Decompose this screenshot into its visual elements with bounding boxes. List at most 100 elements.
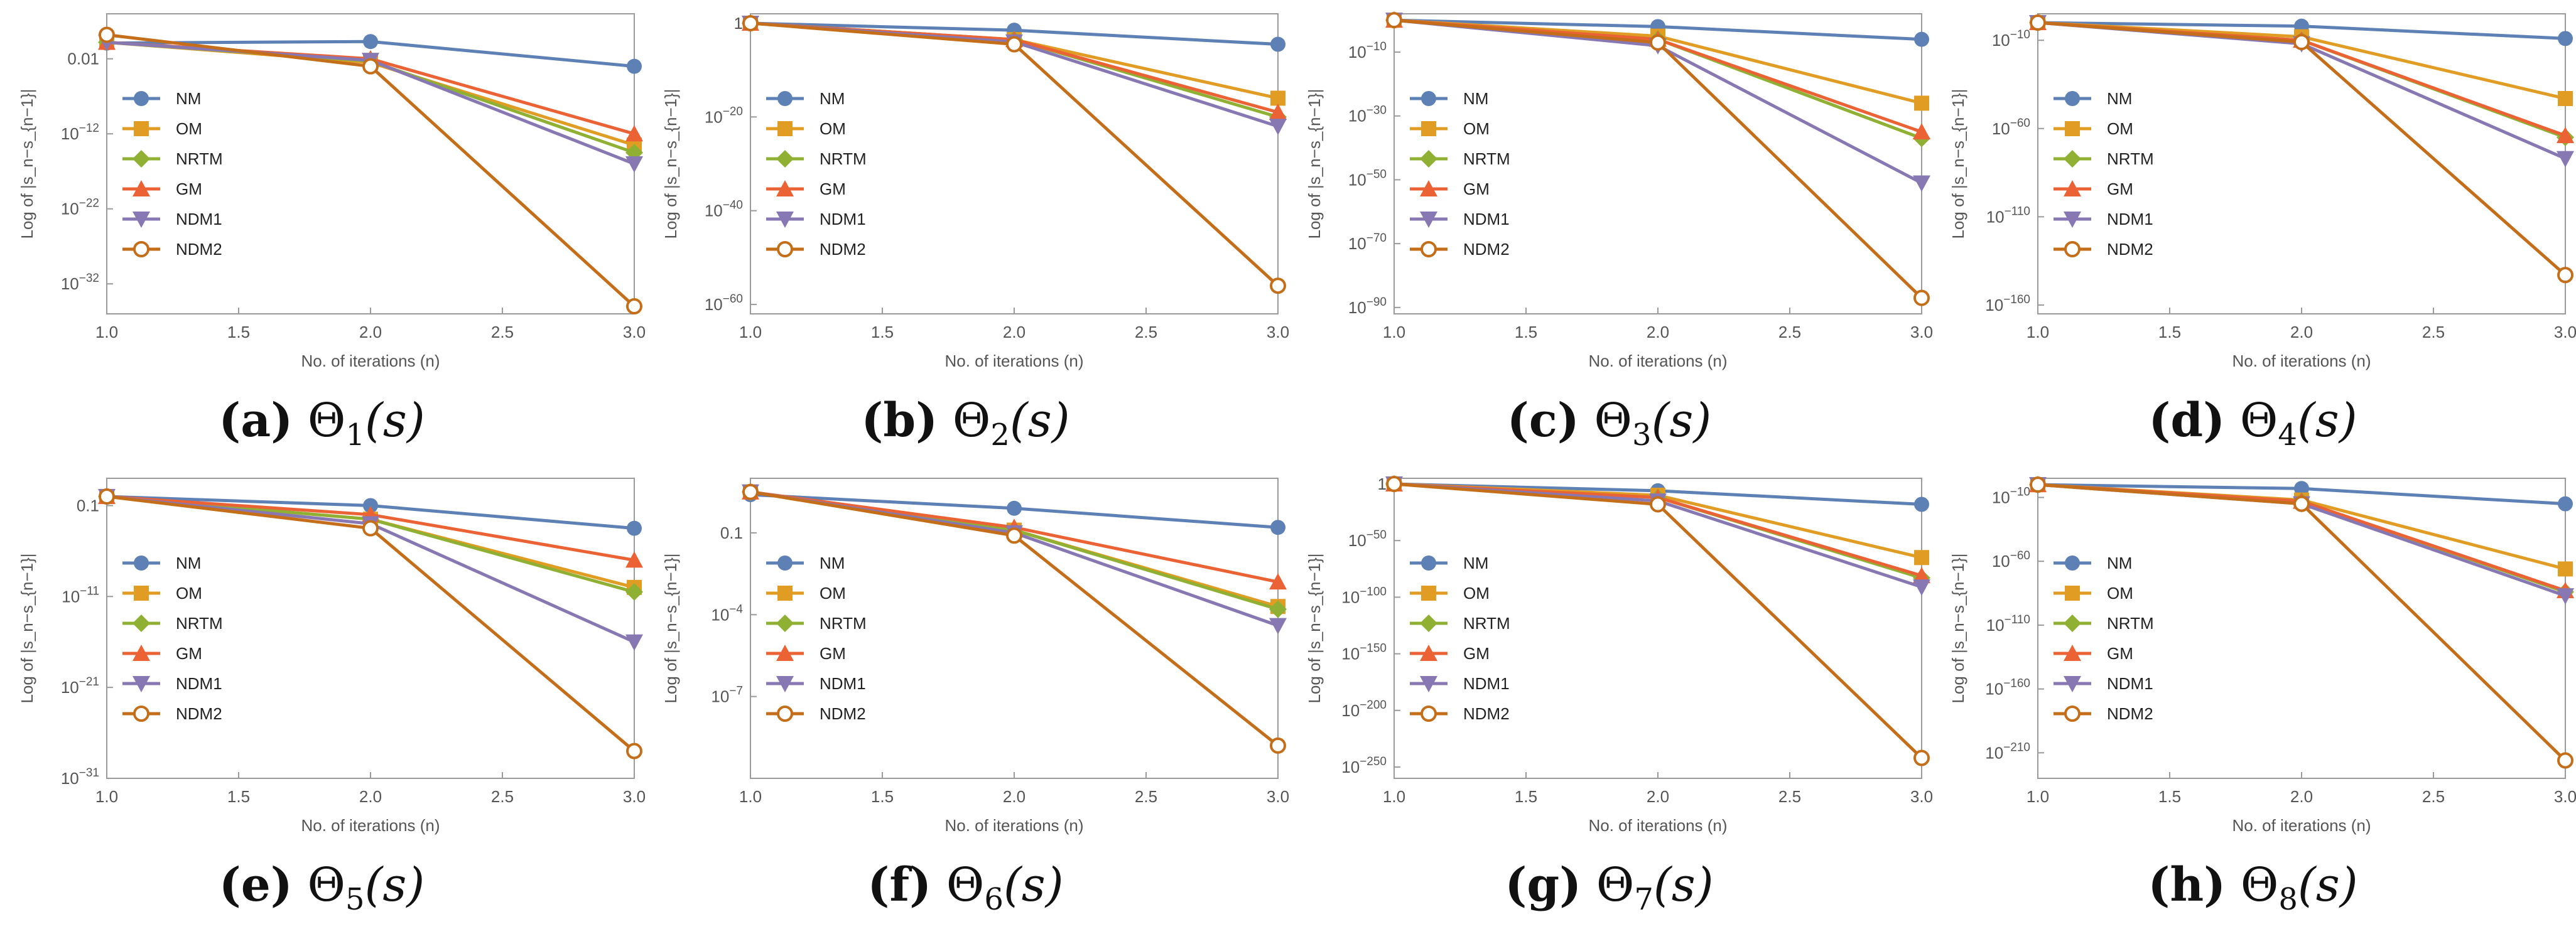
legend-label: GM xyxy=(820,644,846,663)
legend-label: NM xyxy=(176,89,201,108)
data-point xyxy=(99,26,115,43)
data-point xyxy=(1913,567,1930,584)
legend-item: NDM2 xyxy=(1410,240,1510,259)
caption-arg: (s) xyxy=(1003,858,1064,912)
data-point xyxy=(2558,31,2573,46)
x-tick-label: 3.0 xyxy=(623,787,646,806)
data-point xyxy=(1007,500,1022,516)
data-point xyxy=(625,583,643,601)
legend-label: OM xyxy=(820,584,846,603)
y-tick-label: 10−70 xyxy=(1348,232,1387,253)
legend-item: GM xyxy=(2054,644,2133,663)
legend: NM OM NRTM GM NDM1 NDM2 xyxy=(1410,554,1510,723)
legend-marker xyxy=(1421,121,1436,136)
legend-item: GM xyxy=(1410,644,1490,663)
caption-b: (b) Θ2(s) xyxy=(644,386,1287,455)
x-tick-label: 1.0 xyxy=(2027,323,2049,341)
legend-item: NDM2 xyxy=(122,240,222,259)
chart-plot-f: 1.0 1.5 2.0 2.5 3.0 10−7 10−4 0.1 No. of iterati… xyxy=(661,478,1289,835)
y-tick-label: 10−22 xyxy=(61,197,99,218)
legend-item: NDM2 xyxy=(122,704,222,723)
legend-item: NRTM xyxy=(122,149,223,168)
data-point xyxy=(2294,481,2309,497)
legend-label: OM xyxy=(1463,119,1490,138)
legend-label: NM xyxy=(2107,89,2132,108)
legend-label: GM xyxy=(176,644,202,663)
legend-marker xyxy=(777,556,793,571)
legend-marker xyxy=(133,180,150,196)
y-tick-label: 10−160 xyxy=(1985,293,2030,314)
x-tick-label: 2.0 xyxy=(359,787,382,806)
caption-symbol: Θ xyxy=(307,394,346,448)
legend-label: GM xyxy=(176,180,202,198)
legend: NM OM NRTM GM NDM1 NDM2 xyxy=(1410,89,1510,259)
legend-item: OM xyxy=(766,119,846,138)
caption-arg: (s) xyxy=(2297,858,2358,912)
plot-frame xyxy=(1394,478,1922,779)
x-axis-label: No. of iterations (n) xyxy=(944,352,1083,370)
legend-item: NDM2 xyxy=(2054,240,2153,259)
legend-item: OM xyxy=(122,584,202,603)
x-tick-label: 2.5 xyxy=(2422,787,2445,806)
legend-item: NM xyxy=(122,89,201,108)
legend-marker xyxy=(2065,556,2080,571)
y-tick-label: 10−50 xyxy=(1348,529,1387,550)
data-point xyxy=(1270,36,1285,52)
data-point xyxy=(1269,618,1287,635)
x-tick-label: 1.0 xyxy=(1383,787,1405,806)
x-tick-label: 3.0 xyxy=(1267,323,1289,341)
legend-marker xyxy=(2065,121,2080,136)
x-tick-label: 1.0 xyxy=(739,787,762,806)
legend-label: NM xyxy=(176,554,201,572)
x-tick-label: 1.5 xyxy=(1515,323,1537,341)
legend-marker xyxy=(133,150,150,168)
y-tick-label: 10−90 xyxy=(1348,296,1387,317)
x-tick-label: 1.5 xyxy=(871,787,894,806)
y-axis-label: Log of |s_n−s_{n−1}| xyxy=(1949,553,1967,703)
y-tick-label: 1 xyxy=(734,14,743,33)
legend-label: NDM1 xyxy=(820,674,866,693)
legend-item: NDM2 xyxy=(766,704,866,723)
legend-marker xyxy=(134,91,149,106)
y-tick-label: 10−7 xyxy=(711,685,743,706)
x-axis-label: No. of iterations (n) xyxy=(1588,816,1727,835)
data-point xyxy=(627,520,642,536)
legend-marker xyxy=(2064,615,2081,632)
legend-marker xyxy=(1420,676,1437,692)
legend-label: NDM1 xyxy=(2107,210,2153,228)
legend-label: NDM1 xyxy=(820,210,866,228)
legend-label: NRTM xyxy=(1463,614,1510,633)
caption-index: 7 xyxy=(1634,882,1653,917)
legend-item: NM xyxy=(2054,554,2132,572)
data-point xyxy=(99,488,115,505)
legend-item: NDM2 xyxy=(1410,704,1510,723)
legend-label: GM xyxy=(2107,180,2133,198)
data-point xyxy=(625,125,643,142)
caption-label: (h) xyxy=(2148,858,2226,912)
legend-marker xyxy=(1421,586,1436,601)
legend-item: NM xyxy=(122,554,201,572)
caption-label: (e) xyxy=(219,858,293,912)
legend-marker xyxy=(776,676,794,692)
x-tick-label: 1.0 xyxy=(739,323,762,341)
data-point xyxy=(1269,119,1287,136)
legend-marker xyxy=(133,676,150,692)
caption-a: (a) Θ1(s) xyxy=(0,386,644,455)
legend-label: NDM1 xyxy=(2107,674,2153,693)
x-tick-label: 2.5 xyxy=(2422,323,2445,341)
legend-label: NDM2 xyxy=(176,704,222,723)
data-point xyxy=(626,743,642,760)
legend: NM OM NRTM GM NDM1 NDM2 xyxy=(122,89,223,259)
legend-label: OM xyxy=(176,584,202,603)
legend-marker xyxy=(133,706,149,722)
legend-item: NRTM xyxy=(1410,149,1510,168)
legend: NM OM NRTM GM NDM1 NDM2 xyxy=(122,554,223,723)
x-tick-label: 2.0 xyxy=(2290,787,2313,806)
y-tick-label: 10−60 xyxy=(705,293,743,314)
data-point xyxy=(1914,497,1929,512)
legend-label: NDM2 xyxy=(2107,704,2153,723)
y-tick-label: 10−31 xyxy=(61,766,99,788)
caption-arg: (s) xyxy=(1009,394,1070,448)
x-tick-label: 3.0 xyxy=(2554,787,2576,806)
